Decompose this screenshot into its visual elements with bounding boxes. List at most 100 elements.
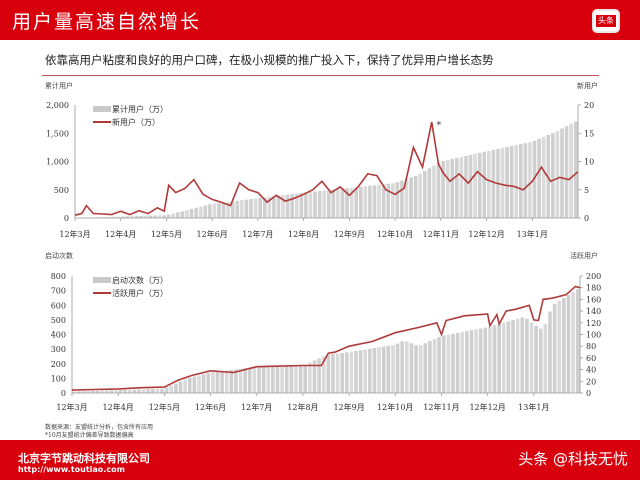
chart1-bar [308, 191, 313, 218]
chart1-right-tick-label: 20 [584, 101, 594, 110]
chart1-bar [477, 152, 482, 218]
chart1-bar [166, 214, 171, 218]
chart2-bar [428, 341, 432, 393]
chart2-bar [109, 390, 114, 393]
chart2-bar [548, 311, 552, 393]
chart2-bar [386, 345, 391, 393]
chart1-bar [537, 138, 541, 218]
chart1-bar [564, 126, 569, 218]
chart2-bar [465, 331, 469, 393]
chart2-x-tick-label: 12年3月 [56, 402, 87, 412]
chart2-bar [95, 390, 100, 393]
chart1-bar [427, 168, 432, 218]
chart1-bar [194, 207, 198, 218]
chart2-legend-bar-swatch [93, 277, 111, 283]
chart1-bar [423, 170, 427, 218]
chart1-bar [102, 217, 107, 218]
divider [42, 75, 599, 76]
chart2-bar [515, 318, 520, 393]
chart1-bar [528, 142, 532, 218]
chart2-left-tick-label: 300 [51, 345, 66, 354]
chart2-bar [234, 369, 238, 393]
chart2-x-tick-label: 13年1月 [518, 402, 549, 412]
chart2-bar [543, 323, 548, 393]
chart1-x-tick-label: 12年8月 [288, 229, 319, 239]
chart2-bar [321, 356, 326, 393]
chart1-right-tick-label: 15 [584, 129, 594, 138]
chart2-left-tick-label: 800 [51, 272, 66, 281]
chart1-bar [509, 146, 514, 218]
chart1-bar [221, 202, 226, 218]
chart2-bar [358, 350, 363, 393]
chart1-bar [107, 216, 112, 218]
chart1-bar [340, 188, 345, 218]
company-name: 北京字节跳动科技有限公司 [18, 452, 150, 465]
chart2-bar [86, 391, 90, 393]
company-url[interactable]: http://www.toutiao.com [18, 465, 125, 474]
chart1-bar [491, 149, 496, 218]
watermark: 头条 @科技无忧 [518, 450, 628, 468]
chart1-bar [569, 123, 573, 218]
chart2-bar [224, 370, 229, 393]
chart2-bar [169, 385, 174, 393]
chart1-left-tick-label: 0 [64, 214, 69, 223]
chart1-bar [500, 147, 505, 218]
chart1-bar [230, 201, 235, 218]
chart1-bar [381, 184, 386, 218]
chart1-bar [281, 195, 285, 218]
chart1-left-axis-title: 累计用户 [45, 81, 73, 90]
chart1-bar [532, 140, 537, 218]
chart2-bar [151, 388, 155, 393]
chart1-bar [116, 216, 121, 218]
chart1-bar [203, 205, 208, 218]
chart1-bar [505, 147, 509, 218]
chart1-bar [372, 185, 377, 218]
chart2-bar [294, 366, 298, 393]
chart2-bar [215, 371, 220, 393]
chart1-right-tick-label: 5 [584, 186, 589, 195]
chart2-bar [308, 362, 312, 393]
chart2-bar [289, 366, 294, 393]
chart2-right-tick-label: 60 [586, 354, 596, 363]
chart2-right-tick-label: 40 [586, 366, 596, 375]
chart2-right-tick-label: 120 [586, 319, 601, 328]
chart2-bar [497, 323, 501, 393]
chart2-bar [317, 358, 321, 393]
chart1-bar [276, 195, 281, 218]
chart2-bar [183, 379, 187, 393]
chart2-right-tick-label: 80 [586, 342, 596, 351]
chart1-bar [189, 208, 194, 218]
chart2-x-tick-label: 12年11月 [423, 402, 459, 412]
chart1-bar [240, 200, 244, 218]
chart1-x-tick-label: 13年1月 [517, 229, 548, 239]
chart2-bar [488, 326, 492, 393]
chart2-bar [298, 365, 303, 393]
chart2-legend-line-label: 活跃用户（万） [112, 288, 168, 298]
chart2-x-tick-label: 12年6月 [195, 402, 226, 412]
chart2-bar [280, 366, 284, 393]
chart1-bar [139, 215, 144, 218]
chart1-bar [400, 180, 404, 218]
chart1-bar [144, 215, 148, 218]
chart2-bar [187, 377, 192, 393]
chart1-x-tick-label: 12年10月 [377, 229, 413, 239]
chart2-bar [303, 364, 308, 393]
chart2-left-tick-label: 400 [51, 331, 66, 340]
chart1-bar [473, 153, 477, 218]
chart2-right-tick-label: 100 [586, 331, 601, 340]
chart1-bar [153, 215, 157, 218]
logo-text: 头条 [596, 15, 616, 27]
chart1-bar [313, 191, 317, 218]
chart2-left-tick-label: 0 [61, 389, 66, 398]
chart2-bar [127, 389, 132, 393]
chart1-bar [336, 189, 340, 218]
chart1-bar [573, 121, 578, 218]
chart2-bar [146, 389, 150, 393]
chart1-bar [157, 215, 162, 218]
toutiao-logo: 头条 [592, 9, 620, 33]
chart2-left-tick-label: 200 [51, 360, 66, 369]
source-note: 数据来源：友盟统计分析，包含所有应用 [45, 424, 154, 431]
chart2-x-tick-label: 12年4月 [103, 402, 134, 412]
chart1-bar [551, 133, 555, 218]
chart2-bar [469, 330, 474, 393]
